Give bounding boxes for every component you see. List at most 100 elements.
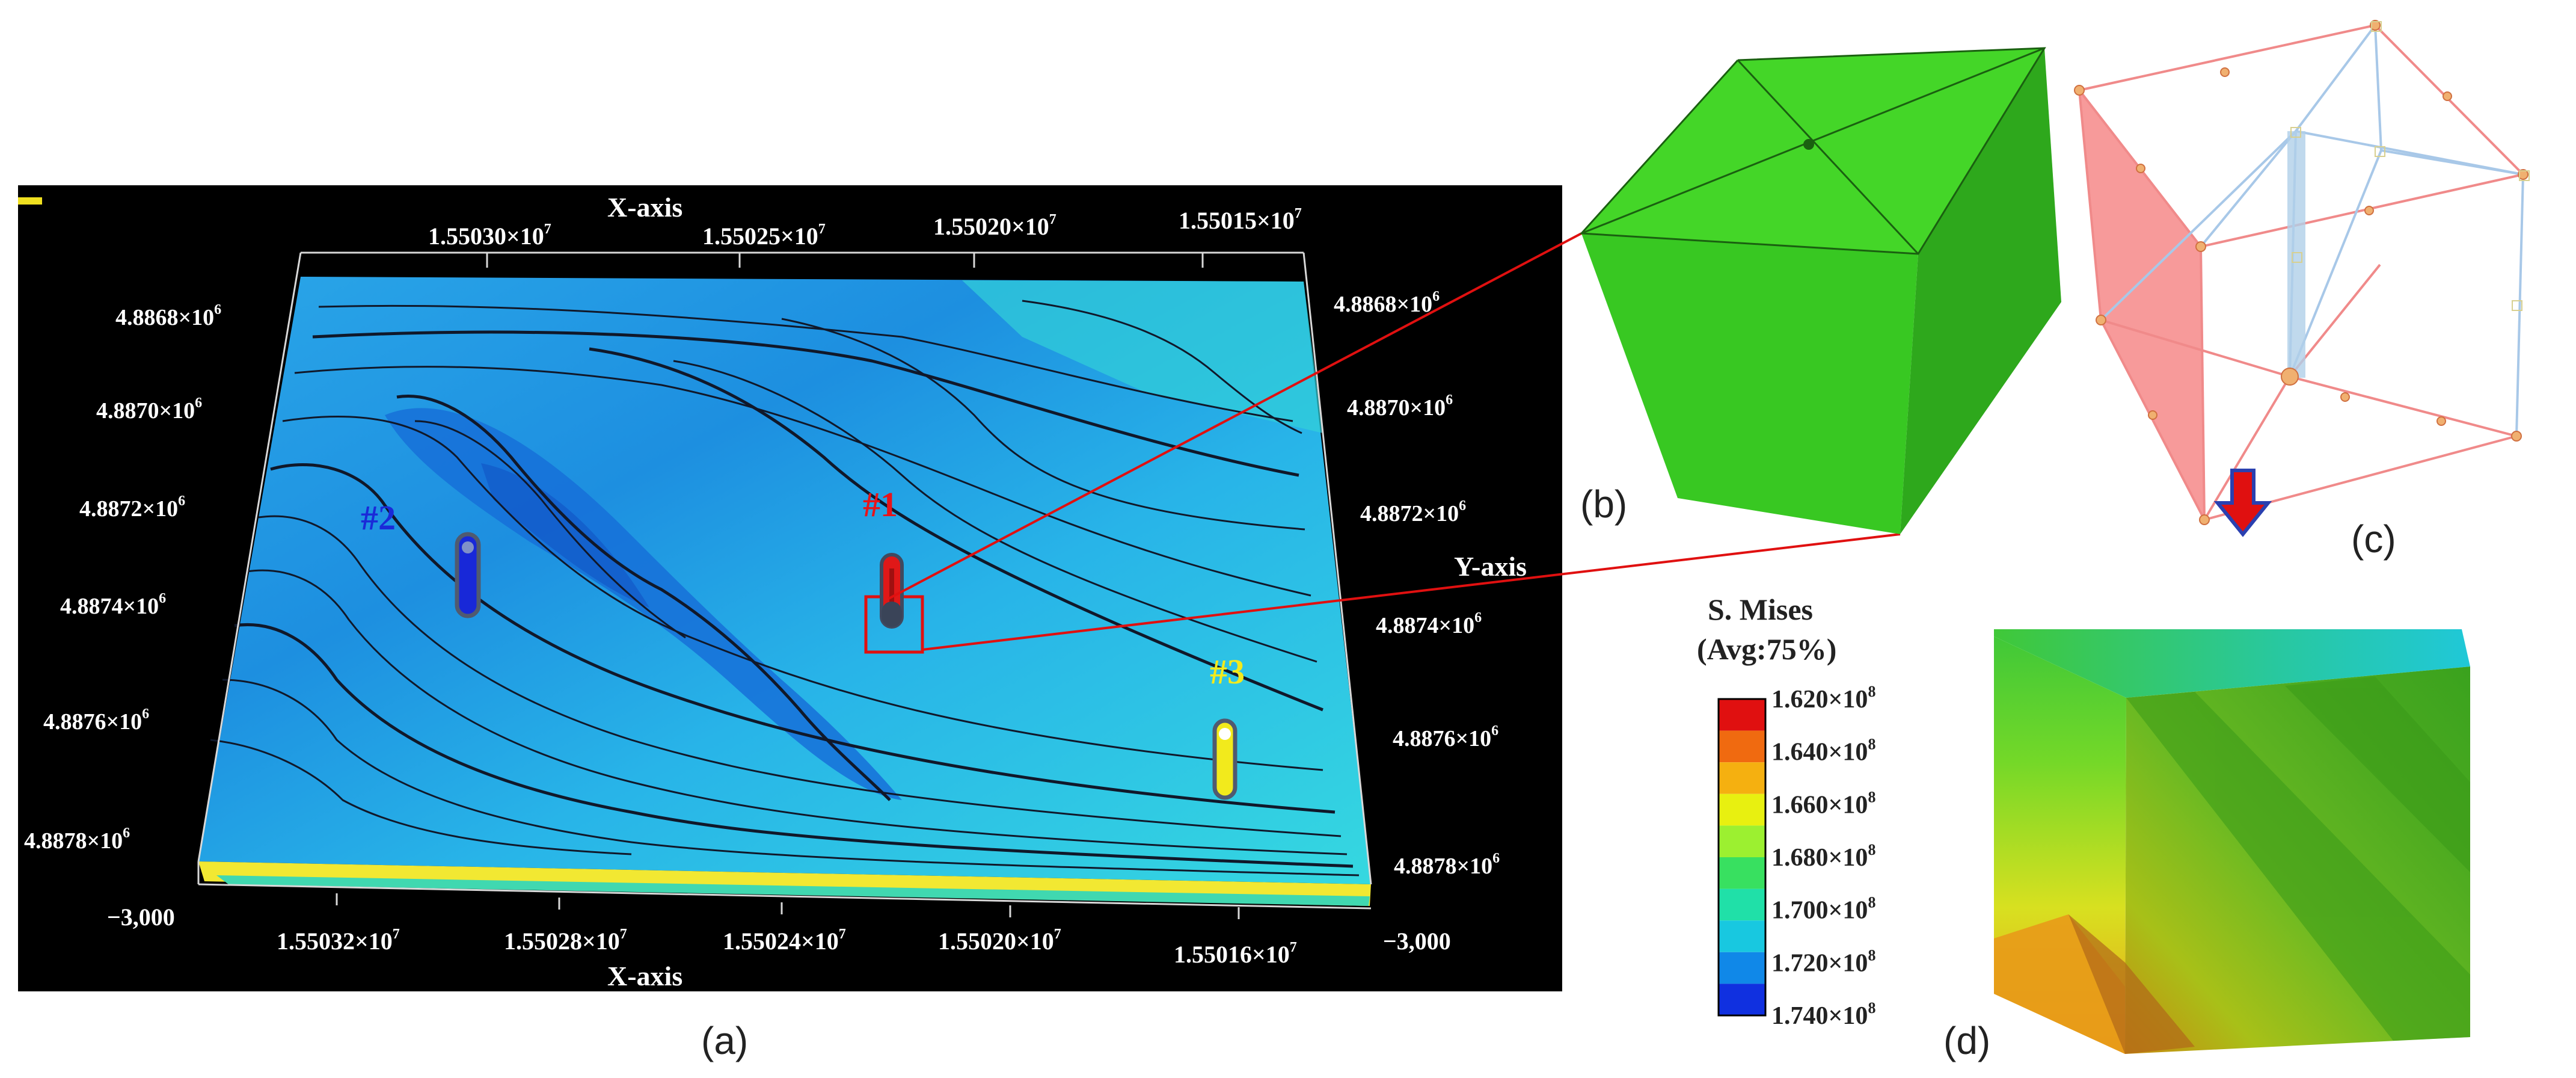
right-y-tick: 4.8872×10 — [1360, 501, 1459, 526]
mesh-loaded-face — [2079, 90, 2204, 520]
legend-value: 1.740×108 — [1771, 999, 1875, 1030]
svg-text:4.8878×106: 4.8878×106 — [24, 825, 130, 854]
panel-c-mesh — [2074, 20, 2530, 537]
svg-text:1.55020×107: 1.55020×107 — [933, 212, 1056, 240]
top-x-tick-labels: 1.55030×107 1.55025×107 1.55020×107 1.55… — [428, 206, 1302, 250]
right-y-tick: 4.8874×10 — [1376, 613, 1474, 638]
svg-text:4.8872×106: 4.8872×106 — [1360, 498, 1466, 526]
bottom-x-tick-exp: 7 — [393, 926, 400, 942]
legend-value: 1.640×108 — [1771, 736, 1875, 766]
legend-value: 1.660×108 — [1771, 788, 1875, 819]
right-y-tick-exp: 6 — [1492, 851, 1500, 866]
svg-text:1.55024×107: 1.55024×107 — [723, 926, 846, 955]
svg-text:4.8868×106: 4.8868×106 — [1334, 289, 1440, 317]
well-label-1: #1 — [863, 485, 898, 524]
panel-d-legend: S. Mises (Avg:75%) 1.620×108 1.640×108 1.6… — [1697, 593, 1875, 1030]
top-x-tick-exp: 7 — [1295, 206, 1302, 221]
left-y-tick-exp: 6 — [142, 706, 149, 722]
left-y-tick-exp: 6 — [159, 591, 166, 606]
legend-swatch — [1719, 984, 1765, 1015]
x-axis-title-bottom: X-axis — [607, 961, 682, 991]
z-tick-left: −3,000 — [107, 904, 175, 931]
legend-value: 1.620×108 — [1771, 683, 1875, 713]
legend-swatch — [1719, 699, 1765, 731]
cube-top-face — [1581, 48, 2044, 254]
svg-text:4.8872×106: 4.8872×106 — [79, 493, 185, 522]
top-x-tick-exp: 7 — [544, 221, 551, 237]
legend-swatch — [1719, 825, 1765, 857]
left-y-tick: 4.8868×10 — [115, 305, 214, 330]
svg-text:1.55015×107: 1.55015×107 — [1179, 206, 1302, 234]
left-y-tick: 4.8872×10 — [79, 496, 178, 522]
cube-front-face — [1581, 233, 1918, 534]
svg-text:4.8878×106: 4.8878×106 — [1394, 851, 1500, 879]
legend-swatch — [1719, 889, 1765, 921]
load-arrow-icon — [2213, 469, 2272, 537]
bottom-x-tick: 1.55032×10 — [277, 928, 393, 955]
well-label-2: #2 — [361, 498, 396, 537]
right-y-tick-exp: 6 — [1474, 610, 1482, 626]
right-y-tick: 4.8876×10 — [1393, 726, 1491, 751]
panel-b-cube — [1579, 47, 2061, 534]
terrain-highland — [962, 280, 1323, 433]
legend-value: 1.680×108 — [1771, 841, 1875, 872]
plot-corner-mark — [18, 197, 42, 205]
bottom-x-tick-exp: 7 — [1054, 926, 1061, 942]
legend-value: 1.720×108 — [1771, 946, 1875, 977]
right-y-tick: 4.8878×10 — [1394, 854, 1492, 879]
bottom-x-tick: 1.55024×10 — [723, 928, 839, 955]
svg-text:4.8868×106: 4.8868×106 — [115, 302, 221, 330]
left-y-tick-labels: 4.8868×106 4.8870×106 4.8872×106 4.8874×… — [24, 302, 221, 854]
cube-right-face — [1900, 48, 2061, 534]
legend-swatch — [1719, 762, 1765, 794]
bottom-x-tick-exp: 7 — [620, 926, 627, 942]
svg-text:1.55028×107: 1.55028×107 — [504, 926, 627, 955]
bottom-x-tick: 1.55028×10 — [504, 928, 620, 955]
well-marker-2 — [455, 532, 481, 618]
right-y-tick-exp: 6 — [1491, 723, 1498, 739]
legend-title-line1: S. Mises — [1708, 593, 1813, 626]
terrain-valley-deep — [481, 463, 649, 608]
legend-color-bar — [1717, 698, 1767, 1017]
svg-text:1.55030×107: 1.55030×107 — [428, 221, 551, 250]
axes-frame — [197, 251, 1372, 910]
bottom-x-tick-exp: 7 — [1290, 940, 1297, 955]
top-x-tick: 1.55030×10 — [428, 223, 544, 250]
right-y-tick-labels: 4.8868×106 4.8870×106 4.8872×106 4.8874×… — [1334, 289, 1500, 879]
caption-a: (a) — [701, 1019, 748, 1062]
left-y-tick: 4.8874×10 — [60, 594, 159, 619]
svg-text:4.8870×106: 4.8870×106 — [96, 395, 202, 424]
bottom-x-tick: 1.55016×10 — [1174, 941, 1290, 968]
svg-text:1.55032×107: 1.55032×107 — [277, 926, 400, 955]
caption-c: (c) — [2351, 517, 2396, 561]
panel-d-cube — [1994, 629, 2470, 1054]
right-y-tick-exp: 6 — [1446, 392, 1453, 408]
well-marker-3 — [1212, 718, 1237, 800]
svg-text:1.55016×107: 1.55016×107 — [1174, 940, 1297, 968]
legend-title-line2: (Avg:75%) — [1697, 632, 1836, 666]
legend-swatch — [1719, 920, 1765, 952]
stress-cube-top — [1994, 629, 2470, 698]
caption-d: (d) — [1943, 1019, 1990, 1062]
svg-text:4.8876×106: 4.8876×106 — [43, 706, 149, 735]
legend-swatch — [1719, 857, 1765, 889]
z-tick-right: −3,000 — [1383, 928, 1451, 955]
terrain-base-strip-lower — [216, 875, 1370, 906]
legend-swatch — [1719, 952, 1765, 984]
axes-ticks — [336, 253, 1240, 919]
contour-lines — [210, 300, 1360, 876]
bottom-x-tick: 1.55020×10 — [938, 928, 1054, 955]
left-y-tick-exp: 6 — [123, 825, 130, 841]
legend-swatch — [1719, 730, 1765, 763]
svg-text:4.8870×106: 4.8870×106 — [1347, 392, 1453, 420]
left-y-tick-exp: 6 — [195, 395, 202, 411]
bottom-x-tick-labels: 1.55032×107 1.55028×107 1.55024×107 1.55… — [277, 926, 1297, 968]
left-y-tick: 4.8870×10 — [96, 398, 195, 424]
top-x-tick: 1.55025×10 — [702, 223, 818, 250]
right-y-tick: 4.8868×10 — [1334, 292, 1432, 317]
x-axis-title-top: X-axis — [607, 192, 682, 223]
top-x-tick: 1.55015×10 — [1179, 207, 1295, 234]
legend-swatch — [1719, 793, 1765, 826]
left-y-tick: 4.8876×10 — [43, 709, 142, 735]
panel-a: #1 #2 #3 X-axis X-axis Y-axis 1.55030×10… — [18, 185, 1562, 991]
